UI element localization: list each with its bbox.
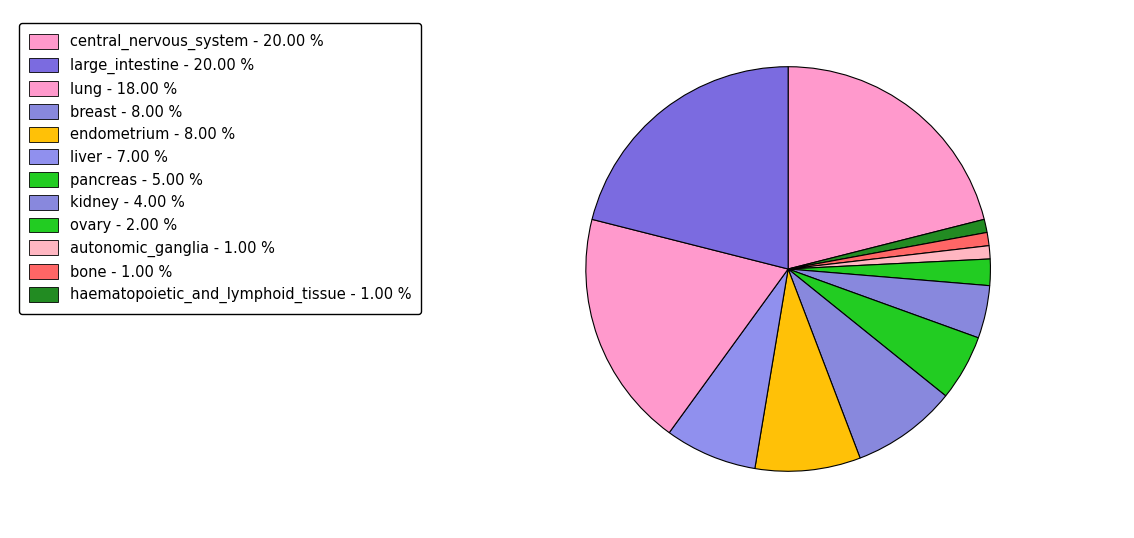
Legend: central_nervous_system - 20.00 %, large_intestine - 20.00 %, lung - 18.00 %, bre: central_nervous_system - 20.00 %, large_… xyxy=(18,24,422,314)
Wedge shape xyxy=(788,259,990,286)
Wedge shape xyxy=(755,269,860,471)
Wedge shape xyxy=(788,246,990,269)
Wedge shape xyxy=(788,269,979,396)
Wedge shape xyxy=(788,269,990,338)
Wedge shape xyxy=(592,67,788,269)
Wedge shape xyxy=(788,67,984,269)
Wedge shape xyxy=(788,269,946,458)
Wedge shape xyxy=(788,232,989,269)
Wedge shape xyxy=(669,269,788,469)
Wedge shape xyxy=(788,220,987,269)
Wedge shape xyxy=(586,220,788,433)
